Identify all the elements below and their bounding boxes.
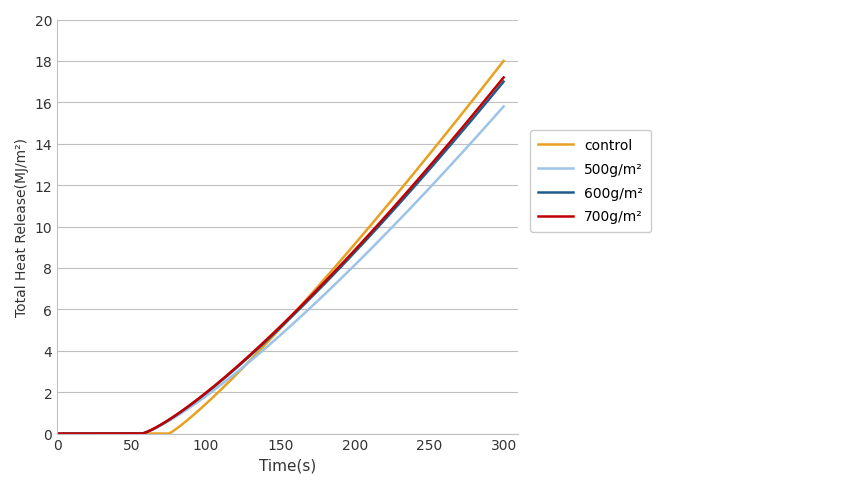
600g/m² bbox=[408, 185, 418, 191]
600g/m² bbox=[98, 431, 108, 437]
600g/m² bbox=[232, 364, 243, 370]
control bbox=[408, 172, 418, 178]
Legend: control, 500g/m², 600g/m², 700g/m²: control, 500g/m², 600g/m², 700g/m² bbox=[530, 131, 651, 232]
500g/m² bbox=[400, 211, 411, 217]
500g/m² bbox=[408, 203, 418, 209]
Line: 700g/m²: 700g/m² bbox=[57, 78, 504, 434]
500g/m² bbox=[232, 369, 243, 375]
600g/m² bbox=[52, 431, 63, 437]
control bbox=[400, 182, 411, 187]
700g/m² bbox=[249, 349, 259, 355]
600g/m² bbox=[400, 195, 411, 201]
Line: control: control bbox=[57, 62, 504, 434]
600g/m² bbox=[249, 350, 259, 356]
600g/m² bbox=[499, 80, 509, 85]
700g/m² bbox=[98, 431, 108, 437]
700g/m² bbox=[232, 363, 243, 369]
700g/m² bbox=[400, 192, 411, 198]
700g/m² bbox=[52, 431, 63, 437]
control bbox=[52, 431, 63, 437]
Line: 500g/m²: 500g/m² bbox=[57, 107, 504, 434]
700g/m² bbox=[408, 183, 418, 188]
Y-axis label: Total Heat Release(MJ/m²): Total Heat Release(MJ/m²) bbox=[15, 138, 29, 316]
500g/m² bbox=[499, 104, 509, 110]
control bbox=[232, 370, 243, 376]
X-axis label: Time(s): Time(s) bbox=[259, 458, 316, 473]
control bbox=[499, 59, 509, 65]
600g/m² bbox=[358, 240, 369, 246]
control bbox=[249, 354, 259, 360]
control bbox=[358, 231, 369, 237]
500g/m² bbox=[52, 431, 63, 437]
500g/m² bbox=[249, 355, 259, 361]
500g/m² bbox=[98, 431, 108, 437]
700g/m² bbox=[358, 238, 369, 244]
Line: 600g/m²: 600g/m² bbox=[57, 82, 504, 434]
500g/m² bbox=[358, 254, 369, 260]
700g/m² bbox=[499, 75, 509, 81]
control bbox=[98, 431, 108, 437]
